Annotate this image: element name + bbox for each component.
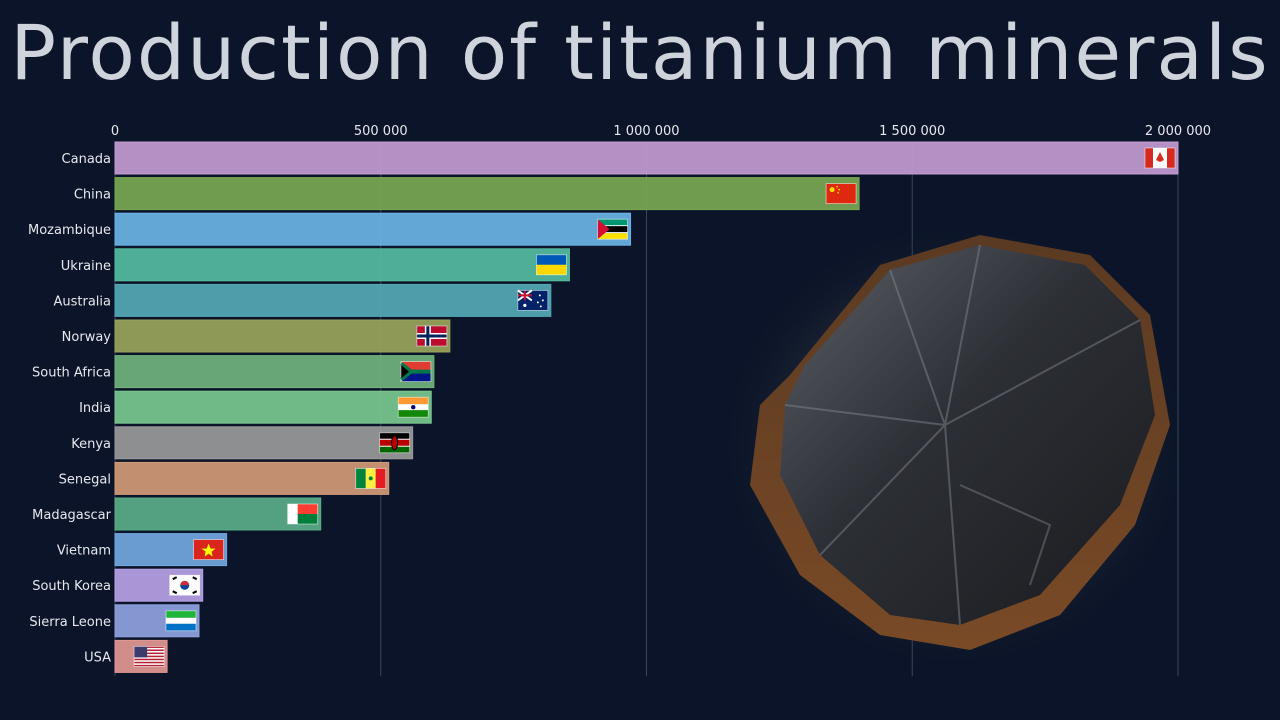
- ukraine-flag: [536, 254, 567, 276]
- bar-canada: [114, 141, 1179, 175]
- x-tick-label: 0: [111, 124, 119, 139]
- category-label: Senegal: [59, 472, 111, 487]
- category-label: India: [79, 401, 111, 416]
- x-tick-label: 2 000 000: [1145, 124, 1211, 139]
- category-label: South Korea: [32, 579, 111, 594]
- x-axis-ticks: 0 500 000 1 000 000 1 500 000 2 000 000: [111, 124, 1211, 139]
- mineral-image: [730, 230, 1180, 660]
- category-label: Australia: [53, 294, 111, 309]
- x-tick-label: 1 000 000: [613, 124, 679, 139]
- bar-norway: [114, 319, 451, 353]
- australia-flag: [517, 289, 549, 311]
- canada-flag: [1144, 147, 1176, 169]
- mozambique-flag: [597, 218, 628, 240]
- china-flag: [825, 183, 857, 205]
- chart-title: Production of titanium minerals: [10, 8, 1270, 97]
- bar-south-africa: [114, 355, 435, 389]
- usa-flag: [133, 646, 165, 667]
- bar-mozambique: [114, 212, 632, 246]
- category-label: Canada: [62, 152, 111, 167]
- x-tick-label: 1 500 000: [879, 124, 945, 139]
- category-label: Madagascar: [32, 508, 112, 523]
- bars: [114, 141, 1179, 673]
- category-label: China: [74, 188, 111, 203]
- bar-australia: [114, 283, 552, 317]
- flags: [133, 147, 1176, 667]
- kenya-flag: [379, 432, 411, 454]
- category-labels: Canada China Mozambique Ukraine Australia Nor…: [28, 152, 112, 665]
- madagascar-flag: [287, 503, 319, 525]
- bar-ukraine: [114, 248, 570, 282]
- bar-senegal: [114, 461, 390, 495]
- category-label: Norway: [62, 330, 112, 345]
- category-label: Kenya: [71, 437, 111, 452]
- category-label: Vietnam: [57, 544, 111, 559]
- category-label: South Africa: [32, 366, 111, 381]
- x-tick-label: 500 000: [354, 124, 408, 139]
- india-flag: [397, 396, 429, 418]
- south-korea-flag: [169, 574, 201, 596]
- category-label: USA: [84, 650, 111, 665]
- bar-kenya: [114, 426, 414, 460]
- category-label: Mozambique: [28, 223, 111, 238]
- bar-madagascar: [114, 497, 322, 531]
- norway-flag: [416, 325, 448, 347]
- category-label: Sierra Leone: [29, 615, 111, 630]
- bar-india: [114, 390, 432, 424]
- vietnam-flag: [193, 539, 225, 560]
- south-africa-flag: [399, 361, 432, 383]
- senegal-flag: [355, 467, 387, 489]
- sierra-leone-flag: [165, 610, 197, 632]
- bar-china: [114, 177, 860, 211]
- category-label: Ukraine: [61, 259, 111, 274]
